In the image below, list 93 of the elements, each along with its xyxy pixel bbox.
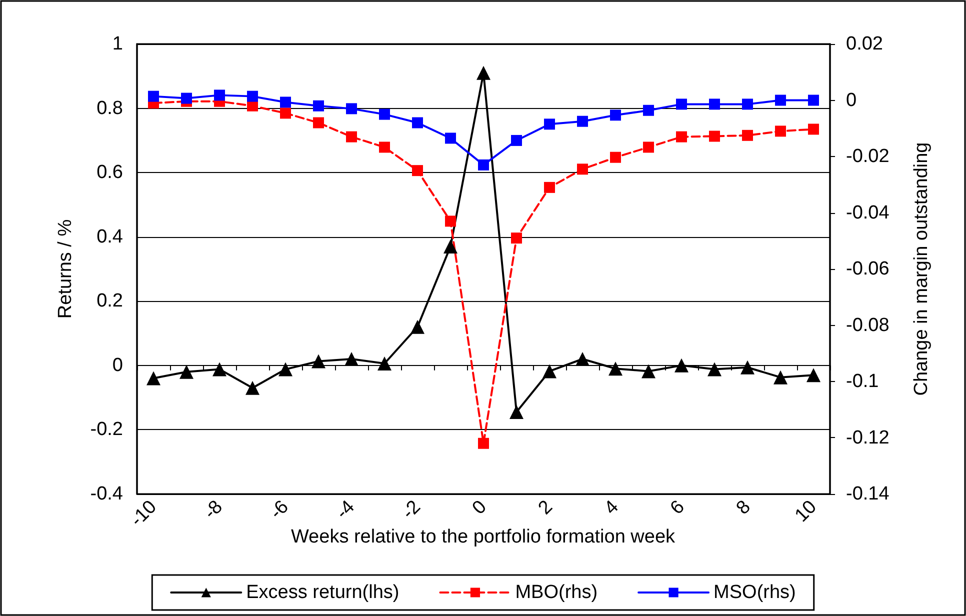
y-axis-title: Returns / % [55, 219, 76, 319]
point [742, 98, 753, 110]
y-tick-label: 0.6 [96, 162, 123, 184]
y2-tick-label: 0 [846, 90, 857, 111]
point [610, 110, 621, 121]
point [511, 232, 522, 244]
point [344, 352, 358, 366]
legend-label: Excess return(lhs) [246, 582, 400, 603]
point [775, 94, 786, 106]
x-tick-label: 6 [666, 496, 689, 519]
y2-tick-label: 0.02 [846, 34, 883, 54]
point [774, 370, 788, 384]
point [412, 117, 423, 128]
point [444, 240, 458, 254]
point [544, 182, 555, 193]
y2-tick-label: -0.1 [846, 371, 879, 392]
x-tick-label: -6 [266, 496, 293, 524]
point [280, 96, 291, 108]
point [740, 360, 754, 374]
point [280, 108, 291, 119]
point [709, 130, 720, 142]
y-tick-label: -0.2 [90, 419, 123, 440]
point [412, 165, 423, 176]
point [148, 90, 159, 102]
point [676, 131, 687, 142]
y-tick-label: 0.4 [96, 226, 124, 248]
point [511, 134, 522, 146]
point [806, 368, 820, 382]
point [246, 380, 260, 395]
point [247, 90, 258, 102]
point [313, 117, 324, 128]
point [643, 142, 654, 153]
legend-label: MBO(rhs) [515, 582, 598, 603]
x-tick-label: -8 [200, 496, 227, 524]
point [378, 356, 392, 370]
point [808, 124, 819, 135]
point [146, 371, 160, 386]
point [674, 358, 688, 372]
point [346, 103, 357, 114]
legend-label: MSO(rhs) [714, 582, 796, 603]
point [775, 126, 786, 137]
y-tick-label: 0.8 [96, 98, 123, 119]
point [181, 92, 192, 104]
y2-tick-label: -0.14 [846, 484, 890, 504]
point [610, 152, 621, 163]
point [478, 159, 489, 170]
point [313, 100, 324, 112]
y-tick-label: -0.4 [90, 484, 124, 504]
point [577, 116, 588, 127]
point [742, 130, 753, 141]
point [379, 108, 390, 120]
point [676, 98, 687, 110]
x-tick-label: 4 [600, 496, 623, 519]
point [808, 94, 819, 106]
x-tick-label: -10 [126, 496, 161, 531]
point [542, 364, 556, 378]
point [478, 438, 489, 449]
point [346, 131, 357, 142]
point [544, 118, 555, 130]
point [708, 362, 722, 376]
point [577, 164, 588, 175]
y2-tick-label: -0.12 [846, 427, 890, 448]
point [410, 320, 424, 334]
point [212, 362, 226, 376]
point [576, 352, 590, 366]
y2-tick-label: -0.02 [846, 146, 890, 167]
point [278, 362, 292, 376]
point [642, 364, 656, 378]
point [214, 90, 225, 101]
point [476, 66, 490, 80]
point [608, 362, 622, 376]
x-tick-label: 10 [791, 496, 821, 526]
y2-tick-label: -0.04 [846, 202, 890, 224]
point [643, 104, 654, 116]
y-tick-label: 0.2 [96, 290, 123, 312]
x-tick-label: -4 [332, 496, 359, 524]
point [510, 405, 524, 420]
point [709, 98, 720, 110]
point [379, 142, 390, 153]
point [180, 364, 194, 379]
y-tick-label: 0 [112, 354, 123, 376]
y-tick-label: 1 [112, 34, 123, 54]
x-tick-label: 0 [468, 496, 491, 519]
x-tick-label: 2 [534, 496, 557, 519]
y2-axis-title: Change in margin outstanding [911, 142, 932, 396]
y2-tick-label: -0.08 [846, 314, 890, 336]
y2-tick-label: -0.06 [846, 258, 890, 280]
x-tick-label: 8 [732, 496, 755, 519]
point [312, 354, 326, 368]
x-axis-title: Weeks relative to the portfolio formation week [290, 526, 676, 548]
point [445, 132, 456, 144]
point [445, 216, 456, 227]
x-tick-label: -2 [398, 496, 425, 524]
